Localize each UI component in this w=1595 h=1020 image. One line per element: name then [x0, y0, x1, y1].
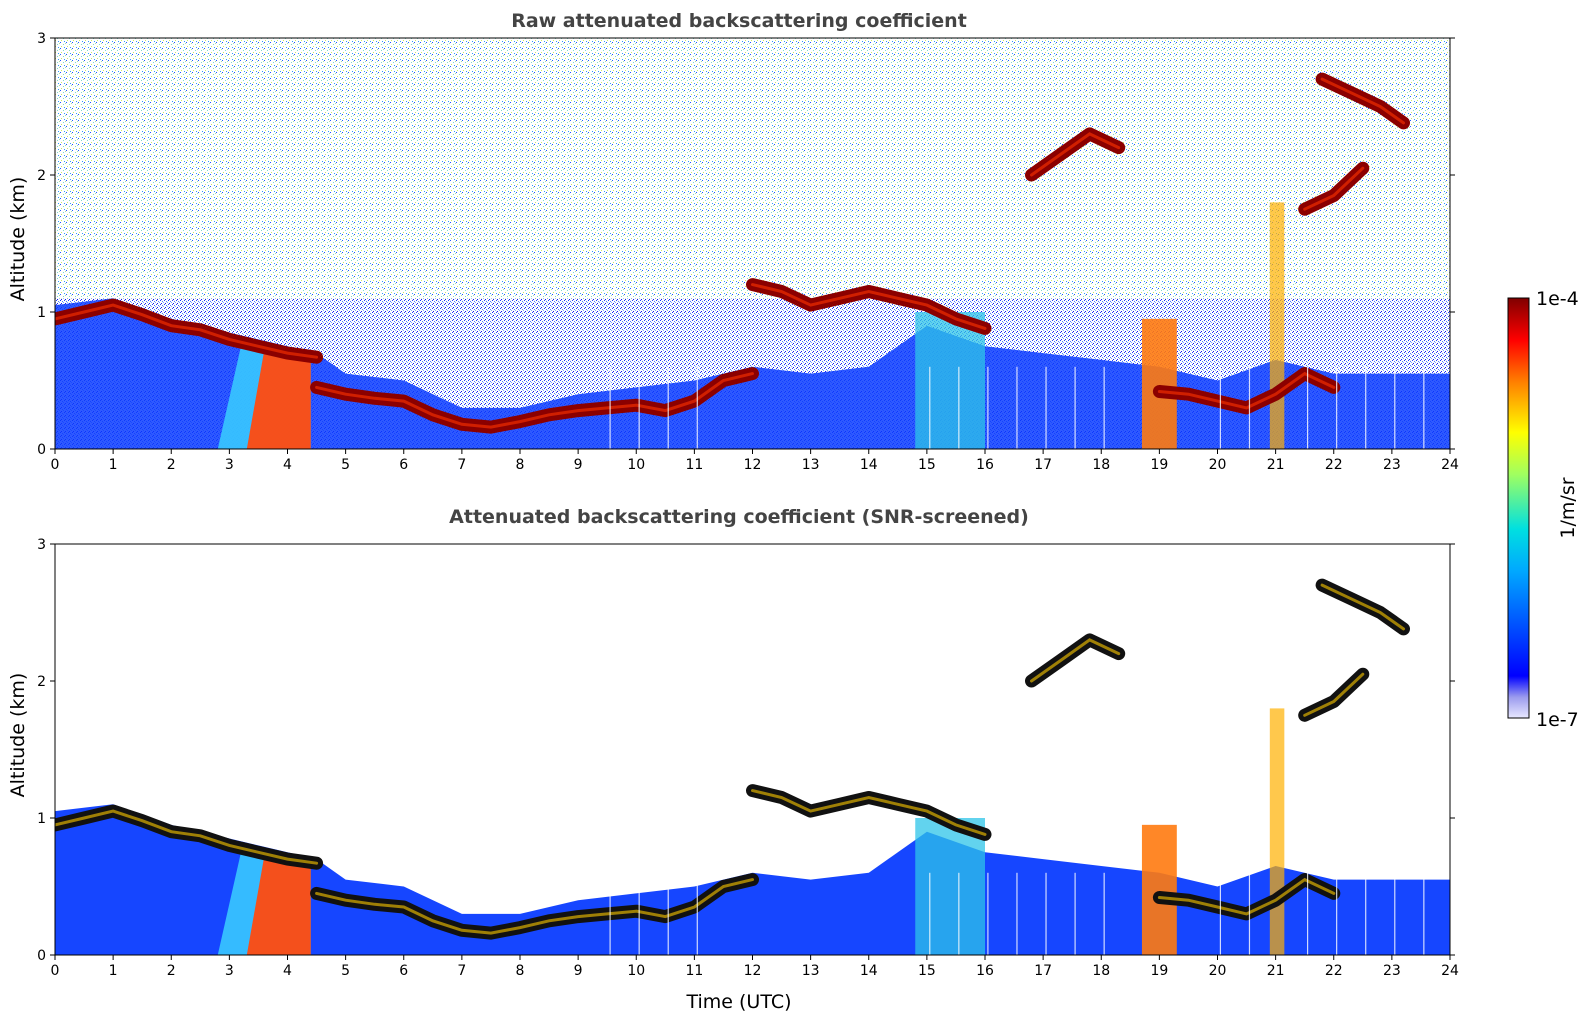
x-tick-label: 16 — [976, 963, 994, 979]
x-tick-label: 12 — [744, 457, 762, 473]
x-tick-label: 18 — [1092, 457, 1110, 473]
x-axis-raw: 0 1 2 3 4 5 6 7 8 9 10 11 12 13 14 15 16 17 18 19 20 21 22 23 24 — [51, 449, 1459, 473]
x-tick-label: 15 — [918, 457, 936, 473]
x-tick-label: 15 — [918, 963, 936, 979]
heatmap-screened — [55, 578, 1450, 955]
x-tick-label: 4 — [283, 457, 292, 473]
heatmap-raw — [55, 38, 1450, 449]
y-tick-label: 1 — [37, 305, 46, 321]
x-tick-label: 20 — [1209, 457, 1227, 473]
x-tick-label: 23 — [1383, 963, 1401, 979]
x-tick-label: 5 — [341, 457, 350, 473]
x-tick-label: 1 — [109, 963, 118, 979]
cloud-layer-edge-boundary-layer-top — [55, 809, 319, 865]
y-axis-label-screened: Altitude (km) — [7, 673, 29, 798]
evening-column-2 — [1269, 708, 1285, 955]
afternoon-column — [915, 312, 985, 449]
x-tick-label: 6 — [399, 457, 408, 473]
afternoon-column — [915, 818, 985, 955]
morning-dense-plume — [246, 856, 311, 955]
colorbar-unit-label: 1/m/sr — [1557, 477, 1579, 538]
y-axis-raw: 0 1 2 3 — [37, 31, 1455, 458]
x-tick-label: 6 — [399, 963, 408, 979]
x-tick-label: 22 — [1325, 963, 1343, 979]
x-tick-label: 0 — [51, 963, 60, 979]
cloud-layer-edge-upper-layer-c — [1320, 583, 1405, 631]
cloud-layer-edge-residual-layer — [315, 878, 754, 935]
x-tick-label: 14 — [860, 963, 878, 979]
x-tick-label: 11 — [685, 457, 703, 473]
x-tick-label: 2 — [167, 963, 176, 979]
x-tick-label: 13 — [802, 963, 820, 979]
y-tick-label: 2 — [37, 168, 46, 184]
cloud-layer-edge-upper-layer-a — [1030, 132, 1121, 177]
x-tick-label: 12 — [744, 963, 762, 979]
x-tick-label: 14 — [860, 457, 878, 473]
y-tick-label: 0 — [37, 948, 46, 964]
x-tick-label: 24 — [1441, 457, 1459, 473]
colorbar: 1e-4 1e-7 1/m/sr — [1507, 288, 1579, 731]
x-tick-label: 9 — [574, 457, 583, 473]
x-tick-label: 0 — [51, 457, 60, 473]
cloud-layer-edge-upper-layer-b — [1303, 672, 1365, 717]
x-axis-label: Time (UTC) — [685, 991, 791, 1013]
x-tick-label: 17 — [1034, 963, 1052, 979]
x-tick-label: 19 — [1150, 457, 1168, 473]
x-tick-label: 21 — [1267, 457, 1285, 473]
morning-dense-plume — [246, 350, 311, 449]
x-tick-label: 1 — [109, 457, 118, 473]
x-tick-label: 8 — [516, 963, 525, 979]
x-tick-label: 16 — [976, 457, 994, 473]
cloud-layer-edge-residual-layer — [315, 372, 754, 429]
x-tick-label: 18 — [1092, 963, 1110, 979]
x-tick-label: 7 — [457, 457, 466, 473]
x-tick-label: 10 — [627, 963, 645, 979]
evening-column — [1141, 824, 1177, 955]
cloud-layer-edge-upper-layer-b — [1303, 166, 1365, 211]
evening-column-2 — [1269, 202, 1285, 449]
cloud-layer-edge-upper-layer-a — [1030, 638, 1121, 683]
x-tick-label: 7 — [457, 963, 466, 979]
y-tick-label: 3 — [37, 31, 46, 47]
y-tick-label: 0 — [37, 442, 46, 458]
x-tick-label: 9 — [574, 963, 583, 979]
x-tick-label: 20 — [1209, 963, 1227, 979]
evening-column — [1141, 318, 1177, 449]
cloud-layer-edge-evening-layer — [1157, 371, 1336, 410]
y-tick-label: 1 — [37, 811, 46, 827]
y-axis-label-raw: Altitude (km) — [7, 177, 29, 302]
chart-title-screened: Attenuated backscattering coefficient (S… — [449, 506, 1029, 528]
colorbar-max-label: 1e-4 — [1536, 288, 1579, 310]
x-tick-label: 24 — [1441, 963, 1459, 979]
x-tick-label: 2 — [167, 457, 176, 473]
x-tick-label: 23 — [1383, 457, 1401, 473]
colorbar-min-label: 1e-7 — [1536, 709, 1579, 731]
y-tick-label: 2 — [37, 674, 46, 690]
x-tick-label: 11 — [685, 963, 703, 979]
x-axis-screened: 0 1 2 3 4 5 6 7 8 9 10 11 12 13 14 15 16 17 18 19 20 21 22 23 24 — [51, 955, 1459, 979]
x-tick-label: 5 — [341, 963, 350, 979]
x-tick-label: 3 — [225, 963, 234, 979]
cloud-layer-edge-boundary-layer-top — [55, 303, 319, 359]
chart-title-raw: Raw attenuated backscattering coefficien… — [511, 10, 967, 32]
cloud-layer-edge-evening-layer — [1157, 877, 1336, 916]
x-tick-label: 3 — [225, 457, 234, 473]
x-tick-label: 4 — [283, 963, 292, 979]
raw-backscatter-panel: Raw attenuated backscattering coefficien… — [7, 10, 1459, 473]
cloud-layer-edge-afternoon-cumulus — [751, 789, 987, 836]
x-tick-label: 8 — [516, 457, 525, 473]
cloud-layer-edge-upper-layer-c — [1320, 77, 1405, 125]
colorbar-ramp — [1507, 297, 1530, 719]
x-tick-label: 21 — [1267, 963, 1285, 979]
y-axis-screened: 0 1 2 3 — [37, 537, 1455, 964]
cloud-layer-edge-afternoon-cumulus — [751, 283, 987, 330]
x-tick-label: 22 — [1325, 457, 1343, 473]
x-tick-label: 10 — [627, 457, 645, 473]
x-tick-label: 19 — [1150, 963, 1168, 979]
x-tick-label: 17 — [1034, 457, 1052, 473]
screened-backscatter-panel: Attenuated backscattering coefficient (S… — [7, 506, 1459, 1013]
x-tick-label: 13 — [802, 457, 820, 473]
y-tick-label: 3 — [37, 537, 46, 553]
